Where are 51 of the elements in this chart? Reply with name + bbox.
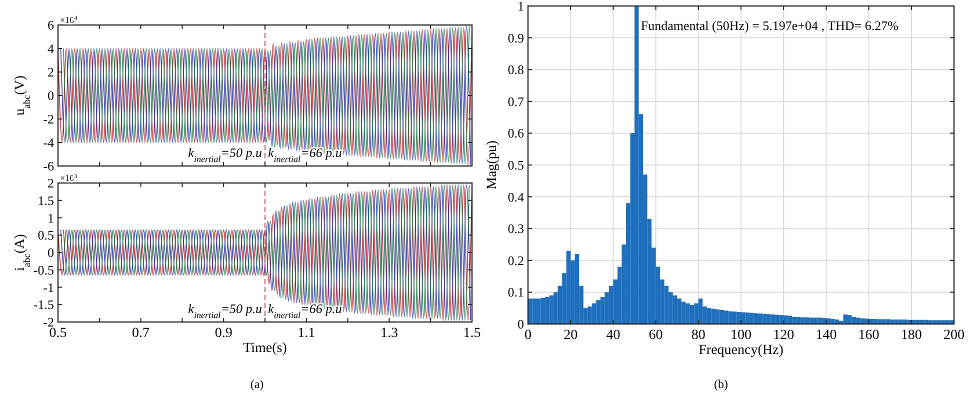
y-tick-label: 0.6 bbox=[508, 126, 524, 141]
y-tick-label: 0.4 bbox=[508, 189, 524, 204]
y-tick-label: 0 bbox=[518, 316, 524, 332]
annotation: k$_{inertial}$=66 p.u bbox=[268, 145, 342, 164]
y-tick-label: 0.2 bbox=[508, 252, 524, 268]
y-tick-label: 2 bbox=[48, 176, 54, 190]
x-tick-label: 200 bbox=[944, 328, 964, 343]
y-tick-label: 0.7 bbox=[508, 94, 524, 109]
y-tick-label: -1 bbox=[43, 280, 54, 295]
x-tick-label: 1.1 bbox=[298, 326, 316, 341]
y-tick-label: 0.5 bbox=[508, 158, 524, 172]
y-tick-label: 0.3 bbox=[508, 221, 524, 236]
x-tick-label: 100 bbox=[730, 328, 752, 343]
y-tick-label: 2 bbox=[48, 64, 54, 80]
y-tick-label: 1 bbox=[518, 0, 524, 14]
x-tick-label: 0.7 bbox=[132, 326, 150, 341]
x-tick-label: 1.3 bbox=[380, 326, 398, 341]
y-tick-label: -4 bbox=[43, 135, 54, 150]
y-axis-title: Mag(pu) bbox=[485, 140, 500, 190]
x-tick-label: 40 bbox=[606, 328, 620, 343]
y-tick-label: 6 bbox=[48, 18, 54, 32]
y-tick-label: 1.5 bbox=[38, 192, 54, 208]
x-tick-label: 20 bbox=[564, 328, 578, 343]
x-tick-label: 160 bbox=[858, 328, 880, 343]
y-tick-label: -0.5 bbox=[33, 262, 54, 278]
y-tick-label: 0.1 bbox=[508, 284, 524, 300]
y-tick-label: -6 bbox=[43, 158, 54, 174]
x-tick-label: 0.9 bbox=[214, 326, 232, 341]
text: (b) bbox=[714, 377, 728, 391]
x-tick-label: 180 bbox=[900, 328, 922, 343]
y-tick-label: 0 bbox=[48, 245, 54, 260]
y-tick-label: 0.8 bbox=[508, 62, 524, 78]
x-tick-label: 1.5 bbox=[463, 326, 481, 341]
y-tick-label: 0.9 bbox=[508, 30, 524, 46]
y-tick-label: -2 bbox=[43, 112, 54, 126]
text: (a) bbox=[250, 377, 264, 391]
text: Fundamental (50Hz) = 5.197e+04 , THD= 6.27% bbox=[640, 18, 899, 33]
x-tick-label: 120 bbox=[773, 328, 794, 343]
y-tick-label: 1 bbox=[48, 210, 54, 226]
x-tick-label: 80 bbox=[691, 328, 706, 343]
y-tick-label: 0.5 bbox=[38, 228, 54, 243]
annotation: k$_{inertial}$=50 p.u bbox=[188, 145, 262, 164]
annotation: k$_{inertial}$=66 p.u bbox=[268, 301, 342, 320]
x-axis-title: Frequency(Hz) bbox=[698, 343, 784, 358]
x-tick-label: 140 bbox=[816, 328, 837, 343]
y-tick-label: 4 bbox=[48, 41, 54, 56]
y-tick-label: -1.5 bbox=[33, 297, 54, 312]
annotation: k$_{inertial}$=50 p.u bbox=[188, 301, 262, 320]
y-tick-label: 0 bbox=[48, 88, 54, 103]
x-tick-label: 60 bbox=[648, 328, 663, 343]
x-axis-title: Time(s) bbox=[243, 341, 288, 356]
